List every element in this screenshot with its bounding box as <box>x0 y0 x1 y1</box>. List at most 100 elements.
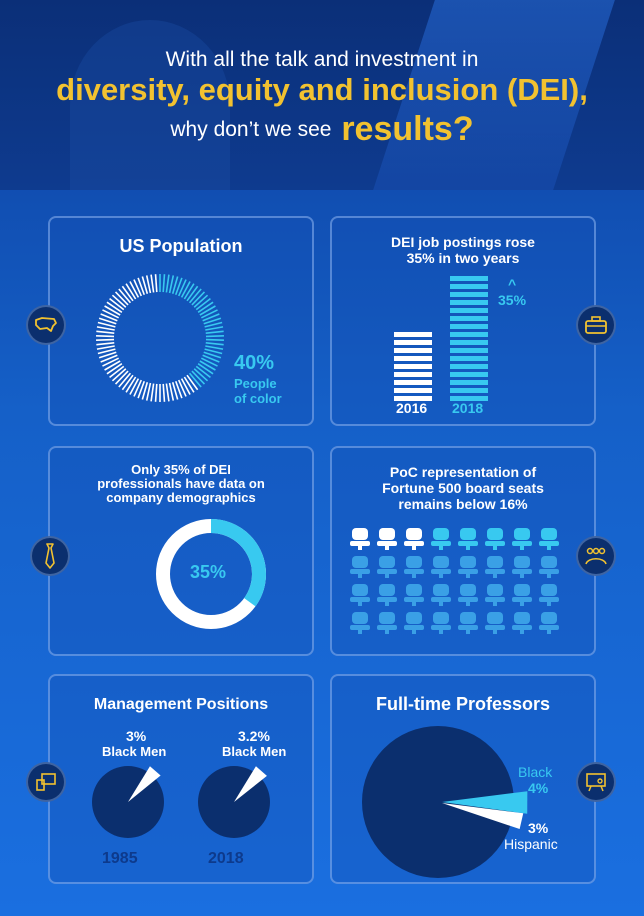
population-tick <box>145 275 152 294</box>
population-tick <box>97 321 116 328</box>
posting-bar-2018 <box>450 340 488 345</box>
population-tick <box>97 348 116 355</box>
population-caption-1: People <box>234 376 277 391</box>
population-tick <box>183 376 195 393</box>
population-tick <box>129 281 140 298</box>
management-pie-1985 <box>92 766 164 838</box>
posting-bar-2018 <box>450 284 488 289</box>
card-management: Management Positions 3% Black Men 3.2% B… <box>48 674 314 884</box>
population-tick-poc <box>197 363 214 375</box>
board-seats-grid <box>350 528 559 634</box>
population-tick-poc <box>195 365 211 379</box>
board-seat <box>431 584 451 606</box>
management-year-2018: 2018 <box>208 850 244 867</box>
population-tick <box>168 382 175 401</box>
population-tick <box>165 383 170 402</box>
population-tick <box>111 294 127 308</box>
posting-bar-2016 <box>394 388 432 393</box>
population-tick-poc <box>199 360 216 371</box>
population-tick <box>109 365 125 379</box>
population-tick <box>150 274 155 293</box>
posting-bar-2016 <box>394 348 432 353</box>
board-seat <box>485 584 505 606</box>
card-us-population: US Population 40% People of color <box>48 216 314 426</box>
population-tick <box>96 342 115 346</box>
population-tick-poc <box>203 351 222 359</box>
board-seat <box>404 556 424 578</box>
population-tick-poc <box>193 294 209 308</box>
board-seat <box>458 528 478 550</box>
population-tick <box>118 372 132 388</box>
board-seat <box>539 584 559 606</box>
professors-title: Full-time Professors <box>375 694 551 714</box>
board-seat <box>350 584 370 606</box>
board-seat <box>485 612 505 634</box>
population-tick-poc <box>205 330 224 334</box>
population-title: US Population <box>119 236 243 256</box>
header-results: results? <box>341 110 474 148</box>
posting-bar-2016 <box>394 380 432 385</box>
professors-pie-other <box>362 726 514 878</box>
board-seat <box>377 556 397 578</box>
population-tick <box>104 305 121 316</box>
population-tick-poc <box>205 338 224 342</box>
posting-bar-2018 <box>450 300 488 305</box>
demographics-title-2: professionals have data on <box>97 476 265 491</box>
board-seat <box>485 556 505 578</box>
management-right-label: Black Men <box>222 744 287 759</box>
posting-bar-2018 <box>450 388 488 393</box>
population-tick-poc <box>204 348 223 355</box>
posting-bar-2018 <box>450 292 488 297</box>
board-seat <box>512 556 532 578</box>
population-tick <box>96 345 115 350</box>
population-tick <box>150 383 155 402</box>
population-tick <box>137 277 146 296</box>
postings-year-2016: 2016 <box>396 400 428 416</box>
header-line-2: diversity, equity and inclusion (DEI), <box>56 72 588 107</box>
board-seat <box>350 528 370 550</box>
population-tick <box>125 376 137 393</box>
population-tick <box>125 283 137 300</box>
population-tick <box>133 279 143 297</box>
professors-pie-hispanic <box>442 803 524 830</box>
professors-hispanic-percent: 3% <box>528 820 549 836</box>
population-tick <box>96 330 115 334</box>
population-tick <box>121 374 134 391</box>
board-seat <box>404 528 424 550</box>
population-tick <box>100 313 118 322</box>
postings-title-2: 35% in two years <box>406 250 520 266</box>
population-tick-poc <box>202 354 220 363</box>
header-banner: With all the talk and investment in dive… <box>0 0 644 190</box>
board-seat <box>431 612 451 634</box>
posting-bar-2018 <box>450 380 488 385</box>
posting-bar-2018 <box>450 372 488 377</box>
population-tick <box>137 380 146 399</box>
population-tick <box>100 354 118 363</box>
population-tick <box>162 383 166 402</box>
board-seat <box>350 556 370 578</box>
population-tick-poc <box>180 281 191 298</box>
population-tick <box>129 378 140 395</box>
board-seat <box>485 528 505 550</box>
posting-bar-2018 <box>450 308 488 313</box>
population-tick <box>154 274 158 293</box>
population-tick-poc <box>200 357 218 367</box>
postings-title-1: DEI job postings rose <box>391 234 535 250</box>
posting-bar-2016 <box>394 396 432 401</box>
board-title-2: Fortune 500 board seats <box>382 480 544 496</box>
header-line-1: With all the talk and investment in <box>165 48 479 71</box>
demographics-donut-share <box>210 519 266 607</box>
population-tick <box>171 381 179 400</box>
population-tick <box>141 276 149 295</box>
board-title-1: PoC representation of <box>389 464 537 480</box>
professors-pie <box>362 726 528 878</box>
population-tick-poc <box>199 305 216 316</box>
demographics-title-3: company demographics <box>106 490 256 505</box>
population-tick-poc <box>197 301 214 313</box>
postings-caret: ^ <box>508 276 517 292</box>
necktie-icon <box>30 536 70 576</box>
population-tick <box>109 297 125 311</box>
management-2018-slice <box>234 766 267 802</box>
population-tick <box>133 379 143 397</box>
population-tick-poc <box>205 326 224 331</box>
